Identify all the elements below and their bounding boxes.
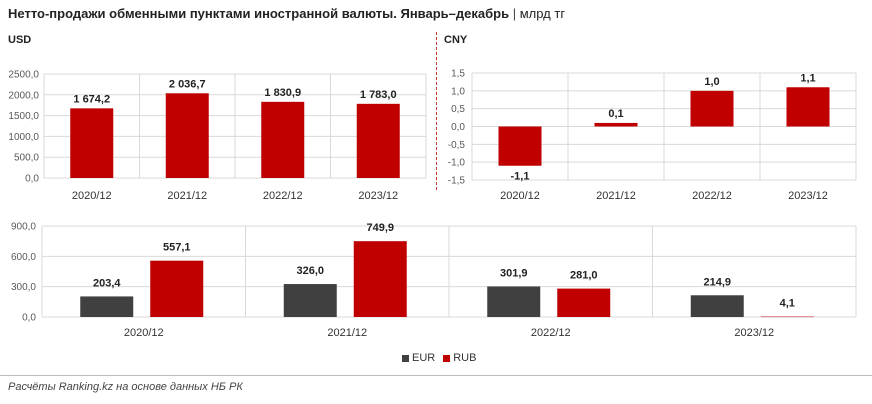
chart-title: Нетто-продажи обменными пунктами иностра… <box>8 6 565 21</box>
bar <box>786 87 830 127</box>
source-note: Расчёты Ranking.kz на основе данных НБ Р… <box>8 381 243 393</box>
x-tick-label: 2020/12 <box>72 190 112 202</box>
y-tick-label: -0,5 <box>448 140 466 151</box>
data-label: 1 674,2 <box>73 93 110 105</box>
data-label: -1,1 <box>511 171 530 183</box>
bar-rub <box>557 288 611 317</box>
usd-panel-label: USD <box>8 34 32 46</box>
x-tick-label: 2023/12 <box>788 190 828 202</box>
bar <box>594 122 638 127</box>
x-tick-label: 2022/12 <box>692 190 732 202</box>
data-label: 1 783,0 <box>360 89 397 101</box>
eur-rub-chart: 0,0 300,0 600,0 900,0 2020/12 2021/12 2022/12 2… <box>11 222 857 339</box>
bar-eur <box>487 286 541 317</box>
bar <box>70 108 114 178</box>
y-tick-label: 500,0 <box>14 153 39 164</box>
y-tick-label: 1000,0 <box>8 132 39 143</box>
data-label: 1 830,9 <box>264 87 301 99</box>
bar-eur <box>80 296 134 317</box>
y-tick-label: 600,0 <box>11 252 36 263</box>
y-tick-label: 2500,0 <box>8 70 39 81</box>
bar <box>498 126 542 166</box>
y-tick-label: 1,5 <box>451 69 465 80</box>
data-label-eur: 214,9 <box>703 276 731 288</box>
x-tick-label: 2023/12 <box>734 327 774 339</box>
legend-swatch-rub <box>443 354 451 362</box>
y-tick-label: 0,5 <box>451 104 465 115</box>
y-tick-label: -1,5 <box>448 176 466 187</box>
x-tick-label: 2021/12 <box>596 190 636 202</box>
y-tick-label: 900,0 <box>11 222 36 233</box>
data-label: 1,0 <box>704 76 719 88</box>
y-tick-label: -1,0 <box>448 158 466 169</box>
legend: EUR RUB <box>402 352 476 364</box>
legend-label-rub: RUB <box>453 352 477 364</box>
data-label-rub: 281,0 <box>570 270 598 282</box>
legend-swatch-eur <box>402 354 409 362</box>
data-label-rub: 557,1 <box>163 242 191 254</box>
panel-divider <box>436 32 437 190</box>
cny-chart: -1,5 -1,0 -0,5 0,0 0,5 1,0 1,5 2020/12 2021/12 20… <box>448 69 857 202</box>
y-tick-label: 1,0 <box>451 86 465 97</box>
x-tick-label: 2022/12 <box>531 327 571 339</box>
bar <box>165 93 209 178</box>
legend-label-eur: EUR <box>412 352 436 364</box>
data-label-eur: 203,4 <box>93 277 121 289</box>
data-label-eur: 301,9 <box>500 267 528 279</box>
data-label-rub: 749,9 <box>366 222 394 234</box>
y-tick-label: 0,0 <box>25 174 39 185</box>
title-unit: млрд тг <box>519 6 566 21</box>
y-tick-label: 300,0 <box>11 282 36 293</box>
data-label: 0,1 <box>608 108 623 120</box>
y-tick-label: 0,0 <box>451 122 465 133</box>
bar-rub <box>760 316 814 318</box>
x-tick-label: 2020/12 <box>500 190 540 202</box>
data-label: 1,1 <box>800 72 815 84</box>
data-label-rub: 4,1 <box>780 298 795 310</box>
bar-rub <box>353 241 407 317</box>
x-tick-label: 2023/12 <box>358 190 398 202</box>
source-divider <box>0 375 872 376</box>
data-label-eur: 326,0 <box>296 265 324 277</box>
data-label: 2 036,7 <box>169 78 206 90</box>
y-tick-label: 2000,0 <box>8 90 39 101</box>
bar <box>690 90 734 127</box>
x-tick-label: 2022/12 <box>263 190 303 202</box>
bar-rub <box>150 260 204 317</box>
y-tick-label: 0,0 <box>22 313 36 324</box>
title-text: Нетто-продажи обменными пунктами иностра… <box>8 6 510 21</box>
bar <box>261 101 305 178</box>
y-tick-label: 1500,0 <box>8 111 39 122</box>
usd-chart: 0,0 500,0 1000,0 1500,0 2000,0 2500,0 2020/12 2… <box>8 70 427 202</box>
title-separator: | <box>512 6 517 21</box>
bar-eur <box>690 295 744 317</box>
bar <box>356 103 400 178</box>
x-tick-label: 2020/12 <box>124 327 164 339</box>
legend-item-rub: RUB <box>443 352 476 364</box>
x-tick-label: 2021/12 <box>327 327 367 339</box>
bar-eur <box>283 284 337 317</box>
legend-item-eur: EUR <box>402 352 435 364</box>
x-tick-label: 2021/12 <box>167 190 207 202</box>
cny-panel-label: CNY <box>444 34 468 46</box>
